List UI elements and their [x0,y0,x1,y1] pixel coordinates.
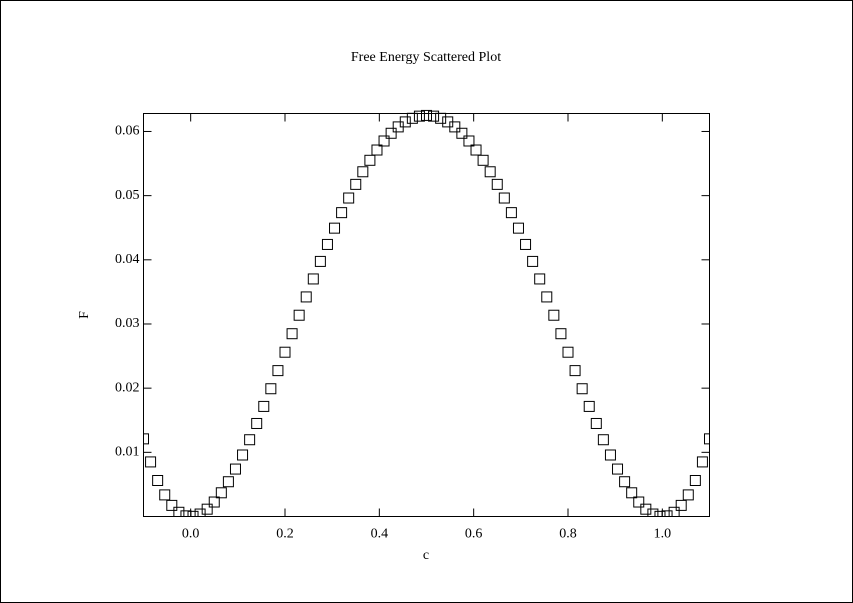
marker [187,510,199,517]
marker [668,506,680,517]
marker [470,144,482,156]
marker [661,510,673,517]
marker [350,178,362,190]
marker [321,238,333,250]
marker [329,222,341,234]
y-tick-label: 0.04 [115,252,140,267]
marker [293,309,305,321]
marker [251,417,263,429]
marker [569,365,581,377]
marker [555,328,567,340]
marker [463,135,475,147]
marker [385,127,397,139]
x-tick-label: 0.8 [559,527,577,542]
x-tick-label: 1.0 [654,527,672,542]
marker [682,489,694,501]
marker [173,506,185,517]
y-tick-label: 0.06 [115,124,140,139]
marker [244,434,256,446]
marker [159,489,171,501]
plot-frame [143,113,710,517]
marker [166,499,178,511]
x-tick-label: 0.4 [371,527,389,542]
y-tick-label: 0.05 [115,188,140,203]
marker [633,496,645,508]
x-tick-label: 0.0 [182,527,200,542]
chart-title: Free Energy Scattered Plot [351,50,501,65]
marker [145,456,157,468]
marker [364,154,376,166]
marker [399,116,411,128]
marker [265,383,277,395]
marker [527,255,539,267]
marker [597,434,609,446]
marker [371,144,383,156]
marker [534,273,546,285]
marker [520,238,532,250]
marker [675,499,687,511]
marker [696,456,708,468]
marker [512,222,524,234]
marker [590,417,602,429]
marker [491,178,503,190]
marker [647,508,659,517]
marker [435,112,447,124]
marker [612,463,624,475]
marker [505,207,517,219]
marker [548,309,560,321]
marker [413,110,425,122]
marker [498,192,510,204]
marker [378,135,390,147]
marker [704,433,710,445]
marker [314,255,326,267]
marker [279,346,291,358]
marker [272,365,284,377]
marker [449,121,461,133]
y-tick-label: 0.01 [115,445,140,460]
marker [484,166,496,178]
y-axis-label: F [77,311,92,319]
y-tick-label: 0.02 [115,380,140,395]
marker [143,433,149,445]
marker [180,510,192,517]
marker [456,127,468,139]
marker [215,487,227,499]
marker [300,291,312,303]
y-tick-label: 0.03 [115,316,140,331]
marker [343,192,355,204]
marker [619,476,631,488]
marker [406,112,418,124]
marker [286,328,298,340]
marker [208,496,220,508]
marker [336,207,348,219]
marker [576,383,588,395]
marker [654,510,666,517]
marker [152,474,164,486]
marker [428,110,440,122]
marker [626,487,638,499]
marker [689,474,701,486]
x-tick-label: 0.6 [465,527,483,542]
marker [222,476,234,488]
x-axis-label: c [423,548,429,563]
marker [604,449,616,461]
marker [421,109,432,121]
marker [562,346,574,358]
marker [229,463,241,475]
marker [541,291,553,303]
marker [258,400,270,412]
marker [307,273,319,285]
x-tick-label: 0.2 [276,527,294,542]
marker [477,154,489,166]
marker [357,166,369,178]
marker [201,503,213,515]
marker [583,400,595,412]
marker [237,449,249,461]
